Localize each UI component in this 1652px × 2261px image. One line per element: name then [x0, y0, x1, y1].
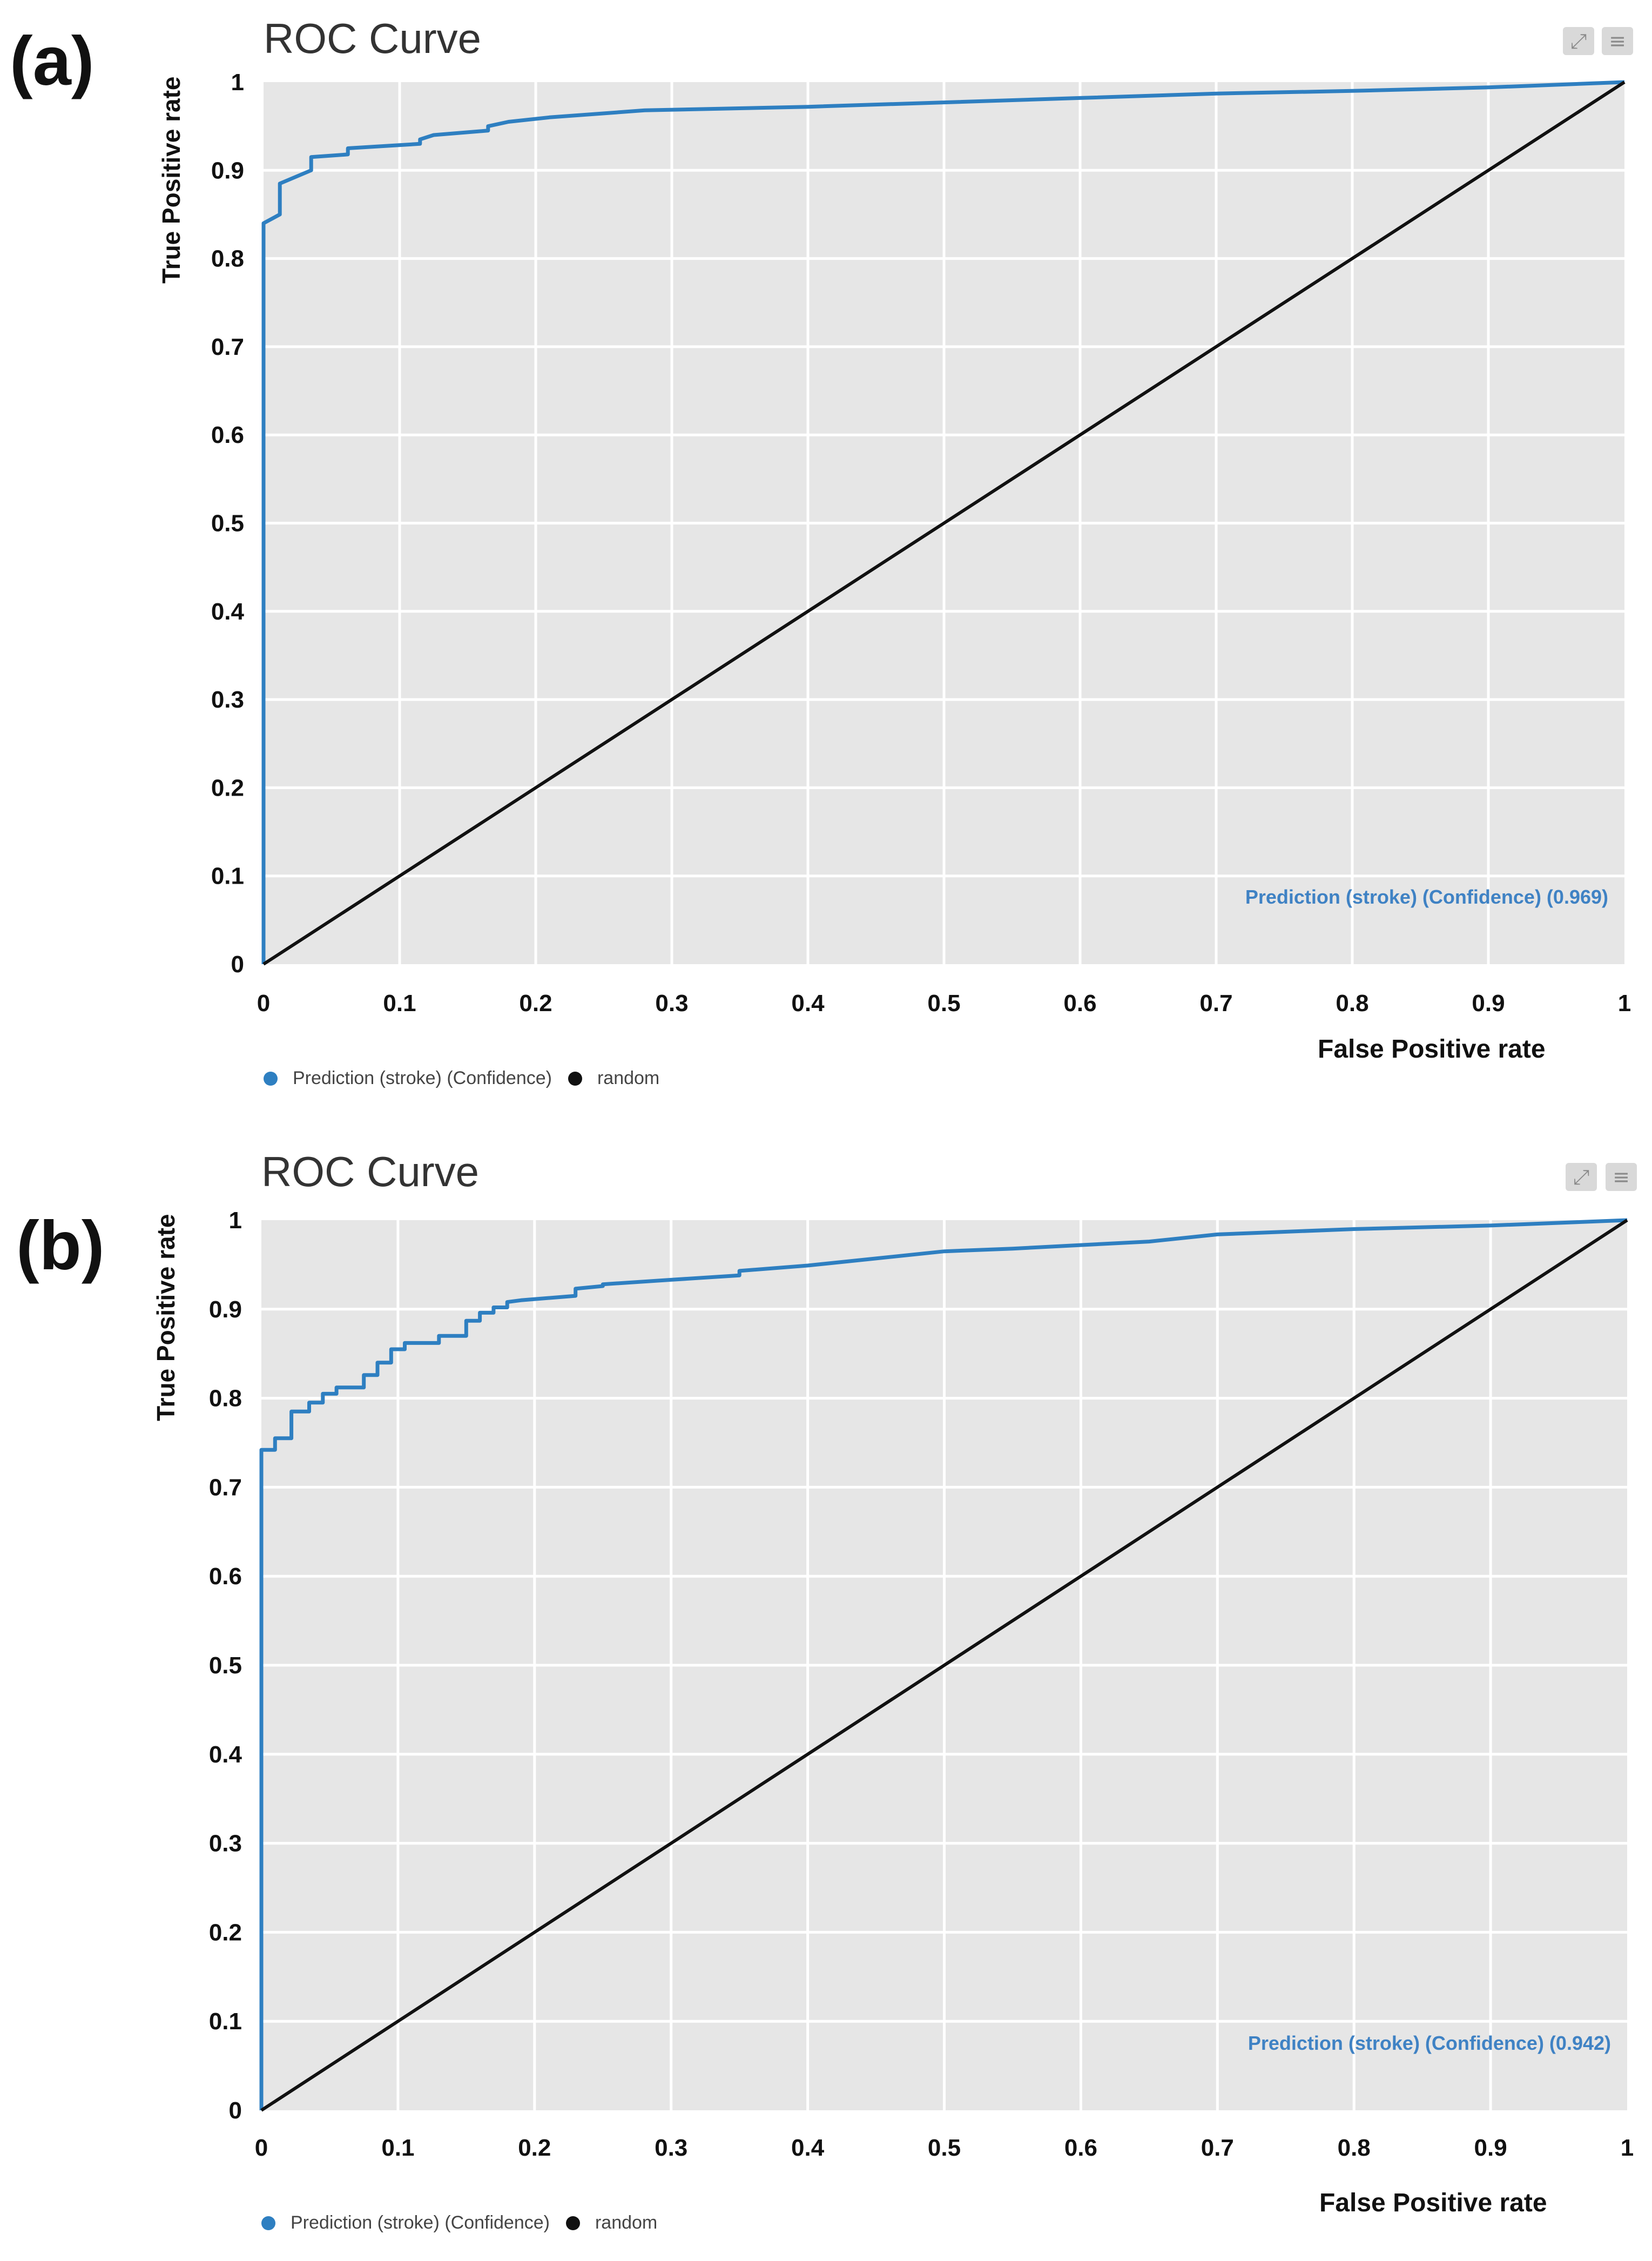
x-tick-label: 0.6: [1064, 2135, 1097, 2161]
x-tick-label: 0.4: [791, 2135, 825, 2161]
auc-annotation: Prediction (stroke) (Confidence) (0.969): [1245, 886, 1608, 908]
y-tick-label: 0.2: [211, 775, 244, 801]
x-tick-label: 1: [1618, 990, 1631, 1017]
x-tick-label: 0.2: [518, 2135, 551, 2161]
auc-annotation: Prediction (stroke) (Confidence) (0.942): [1248, 2032, 1611, 2054]
x-tick-label: 0.2: [519, 990, 552, 1017]
panel-label: (a): [10, 23, 95, 100]
x-axis-label: False Positive rate: [1319, 2189, 1547, 2217]
y-tick-label: 0.5: [209, 1652, 242, 1679]
y-tick-label: 0: [229, 2097, 242, 2124]
legend-dot-icon: [565, 2216, 580, 2230]
menu-icon[interactable]: ≡: [1602, 27, 1633, 55]
legend-label: random: [597, 1068, 660, 1088]
x-axis-label: False Positive rate: [1318, 1035, 1546, 1064]
expand-icon[interactable]: ⤢: [1563, 27, 1594, 55]
expand-icon[interactable]: ⤢: [1566, 1163, 1597, 1191]
y-tick-label: 0.7: [209, 1474, 242, 1500]
y-tick-label: 0.4: [211, 598, 245, 625]
y-tick-label: 0.9: [211, 157, 244, 184]
y-tick-label: 0.1: [209, 2008, 242, 2035]
x-tick-label: 0: [255, 2135, 268, 2161]
chart-panel-a: (a) ROC Curve ⤢ ≡ True Positive rate 0 0.…: [0, 0, 1652, 1130]
y-tick-label: 0.3: [211, 687, 244, 713]
legend-dot-icon: [264, 1071, 278, 1086]
legend-dot-icon: [568, 1071, 582, 1086]
y-tick-label: 0.7: [211, 334, 244, 360]
legend-item-random[interactable]: random: [568, 1068, 659, 1089]
x-tick-label: 0.7: [1199, 990, 1232, 1017]
x-tick-label: 0.9: [1472, 990, 1505, 1017]
legend: Prediction (stroke) (Confidence) random: [264, 1068, 676, 1089]
x-tick-label: 0.5: [927, 990, 960, 1017]
y-tick-label: 0.9: [209, 1296, 242, 1323]
x-tick-label: 0.5: [928, 2135, 961, 2161]
random-line: [262, 80, 1626, 966]
roc-curve-line: [261, 80, 1625, 964]
x-tick-label: 0.1: [381, 2135, 414, 2161]
legend-label: random: [595, 2212, 658, 2233]
x-tick-label: 0.3: [655, 2135, 687, 2161]
chart-title: ROC Curve: [261, 1148, 480, 1195]
x-tick-label: 0.6: [1063, 990, 1096, 1017]
x-tick-label: 0.3: [655, 990, 688, 1017]
x-tick-label: 0.9: [1474, 2135, 1507, 2161]
y-tick-label: 0.8: [209, 1385, 242, 1412]
y-tick-label: 0.1: [211, 863, 244, 890]
legend-item-random[interactable]: random: [565, 2212, 658, 2233]
legend: Prediction (stroke) (Confidence) random: [261, 2212, 673, 2233]
chart-title: ROC Curve: [264, 15, 482, 62]
y-tick-label: 1: [231, 69, 244, 96]
x-tick-label: 1: [1621, 2135, 1634, 2161]
y-tick-label: 0.5: [211, 510, 244, 537]
y-tick-label: 1: [229, 1207, 242, 1234]
x-tick-label: 0.1: [383, 990, 416, 1017]
legend-label: Prediction (stroke) (Confidence): [293, 1068, 552, 1088]
legend-label: Prediction (stroke) (Confidence): [291, 2212, 550, 2233]
x-tick-label: 0: [257, 990, 270, 1017]
legend-dot-icon: [261, 2216, 275, 2230]
y-tick-label: 0.3: [209, 1831, 242, 1857]
random-line: [260, 1219, 1628, 2112]
roc-plot: 0 0.1 0.2 0.3 0.4 0.5 0.6 0.7 0.8 0.9 1 0 0.1 0.2 0.3 0…: [211, 69, 1631, 1017]
y-tick-label: 0.4: [209, 1741, 242, 1768]
x-tick-label: 0.7: [1201, 2135, 1234, 2161]
roc-plot: 0 0.1 0.2 0.3 0.4 0.5 0.6 0.7 0.8 0.9 1 0 0.1 0.2 0.3 0…: [209, 1207, 1634, 2161]
y-tick-label: 0: [231, 951, 244, 978]
menu-icon[interactable]: ≡: [1606, 1163, 1637, 1191]
x-tick-label: 0.8: [1336, 990, 1368, 1017]
roc-curve-line: [259, 1218, 1628, 2110]
x-tick-label: 0.4: [791, 990, 825, 1017]
chart-panel-b: (b) ROC Curve ⤢ ≡ True Positive rate 0 0.…: [0, 1130, 1652, 2261]
legend-item-prediction[interactable]: Prediction (stroke) (Confidence): [261, 2212, 550, 2233]
x-tick-label: 0.8: [1338, 2135, 1371, 2161]
y-tick-label: 0.6: [211, 422, 244, 448]
y-tick-label: 0.8: [211, 246, 244, 272]
legend-item-prediction[interactable]: Prediction (stroke) (Confidence): [264, 1068, 552, 1089]
y-tick-label: 0.2: [209, 1919, 242, 1946]
panel-label: (b): [16, 1207, 105, 1284]
y-tick-label: 0.6: [209, 1563, 242, 1590]
